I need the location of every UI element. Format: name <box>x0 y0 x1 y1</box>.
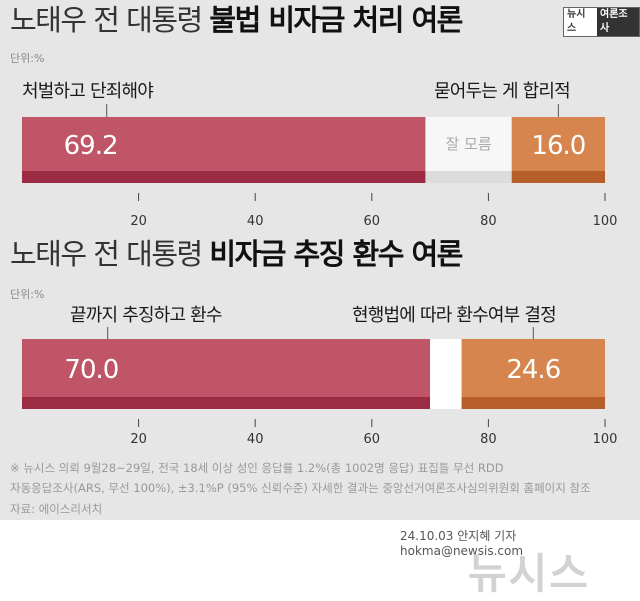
chart-1-bars: 69.2 잘 모름 16.0 20 40 60 80 100 <box>22 104 617 229</box>
x-tick-label: 20 <box>130 432 147 447</box>
x-tick-label: 80 <box>480 432 497 447</box>
x-tick-label: 40 <box>247 432 264 447</box>
x-tick-label: 80 <box>480 214 497 229</box>
stacked-bar-charts: 69.2 잘 모름 16.0 20 40 60 80 100 70.0 24.6 20 40 60 80 1… <box>22 104 617 447</box>
bar-value-label: 잘 모름 <box>445 135 491 153</box>
survey-note-line-2: 자동응답조사(ARS, 무선 100%), ±3.1%P (95% 신뢰수준) … <box>10 481 591 495</box>
x-tick-label: 60 <box>364 432 381 447</box>
chart-1-title-normal: 노태우 전 대통령 <box>10 3 203 37</box>
bar-value-label: 16.0 <box>531 131 585 161</box>
chart-2-unit: 단위:% <box>10 288 45 301</box>
bar-segment <box>430 339 462 397</box>
bar-value-label: 69.2 <box>64 131 118 161</box>
chart-2-bars: 70.0 24.6 20 40 60 80 100 <box>22 327 617 447</box>
bar-segment-shade <box>22 171 426 183</box>
bar-segment <box>461 339 605 397</box>
bar-segment <box>22 339 431 397</box>
bar-segment-shade <box>511 171 605 183</box>
x-tick-label: 100 <box>593 214 618 229</box>
x-tick-label: 20 <box>130 214 147 229</box>
x-tick-label: 100 <box>593 432 618 447</box>
chart-2-right-label: 현행법에 따라 환수여부 결정 <box>352 305 557 326</box>
chart-1-unit: 단위:% <box>10 52 45 65</box>
chart-1-title: 노태우 전 대통령 불법 비자금 처리 여론 <box>10 3 463 37</box>
logo-part-2: 여론조사 <box>597 8 639 36</box>
source-note: 자료: 에이스리서치 <box>10 502 103 516</box>
survey-note-line-1: ※ 뉴시스 의뢰 9월28~29일, 전국 18세 이상 성인 응답률 1.2%… <box>10 461 504 475</box>
chart-1-left-label: 처벌하고 단죄해야 <box>22 81 154 102</box>
bar-segment <box>22 117 426 171</box>
bar-segment <box>511 117 605 171</box>
x-tick-label: 60 <box>364 214 381 229</box>
chart-2-left-label: 끝까지 추징하고 환수 <box>70 305 222 326</box>
chart-2-title-bold: 비자금 추징 환수 여론 <box>209 237 463 271</box>
bar-segment-shade <box>425 171 512 183</box>
newsis-poll-logo: 뉴시스 여론조사 <box>563 7 640 37</box>
bar-segment-shade <box>430 397 462 409</box>
chart-1-title-bold: 불법 비자금 처리 여론 <box>209 3 463 37</box>
chart-2-title-normal: 노태우 전 대통령 <box>10 237 203 271</box>
x-tick-label: 40 <box>247 214 264 229</box>
bar-segment-shade <box>461 397 605 409</box>
logo-part-1: 뉴시스 <box>564 8 597 36</box>
bar-value-label: 70.0 <box>64 355 118 385</box>
chart-1-right-label: 묻어두는 게 합리적 <box>434 81 571 102</box>
infographic-panel: 노태우 전 대통령 불법 비자금 처리 여론 뉴시스 여론조사 단위:% 처벌하고… <box>0 0 640 520</box>
bar-value-label: 24.6 <box>506 355 560 385</box>
chart-2-title: 노태우 전 대통령 비자금 추징 환수 여론 <box>10 237 463 271</box>
newsis-watermark: 뉴시스 <box>468 549 590 598</box>
bar-segment <box>425 117 512 171</box>
reporter-credit: 24.10.03 안지혜 기자 hokma@newsis.com <box>400 529 524 558</box>
bar-segment-shade <box>22 397 431 409</box>
